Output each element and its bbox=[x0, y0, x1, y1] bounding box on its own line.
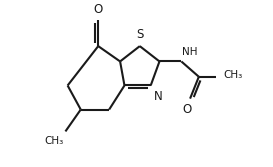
Text: O: O bbox=[94, 3, 103, 16]
Text: O: O bbox=[182, 103, 191, 116]
Text: NH: NH bbox=[182, 47, 198, 57]
Text: S: S bbox=[136, 28, 144, 41]
Text: N: N bbox=[154, 90, 163, 103]
Text: CH₃: CH₃ bbox=[45, 136, 64, 146]
Text: CH₃: CH₃ bbox=[223, 70, 242, 79]
